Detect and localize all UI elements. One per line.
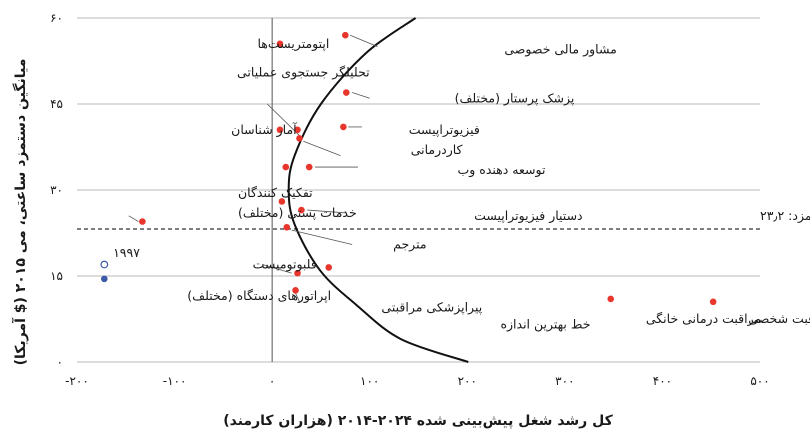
- y-tick-label-3: ۴۵: [50, 97, 63, 111]
- leader-line-9: [262, 264, 292, 274]
- leader-line-8: [291, 229, 353, 245]
- x-tick-label-6: ۴۰۰: [653, 374, 672, 388]
- leader-line-1: [266, 103, 300, 136]
- fit-curve-group: [287, 17, 469, 363]
- annotation-label-8: تفکیک کنندگان: [238, 185, 313, 200]
- annotation-label-15: اپراتورهای دستگاه (مختلف): [187, 288, 331, 304]
- leader-lines: [128, 34, 378, 302]
- gridlines: [77, 17, 760, 363]
- y-tick-label-2: ۳۰: [50, 183, 63, 197]
- annotation-label-12: مترجم: [393, 236, 426, 252]
- annotation-label-6: کاردرمانی: [411, 142, 463, 158]
- annotation-label-4: آمار شناسان: [231, 122, 297, 138]
- data-point-13: [294, 269, 301, 277]
- x-tick-label-0: -۲۰۰: [65, 374, 89, 388]
- data-point-4: [294, 126, 301, 134]
- y-tick-label-4: ۶۰: [50, 11, 63, 25]
- annotation-label-11: میانگین دستمزد: ۲۳٫۲: [760, 208, 810, 224]
- annotation-label-3: پزشک پرستار (مختلف): [455, 90, 575, 106]
- data-point-17: [709, 298, 717, 306]
- annotation-label-9: خدمات پستی (مختلف): [238, 205, 357, 220]
- data-point-5: [296, 135, 303, 142]
- x-axis-title: کل رشد شغل پیش‌بینی شده ۲۰۲۴-۲۰۱۴ (هزارا…: [223, 413, 613, 429]
- leader-line-6: [128, 215, 139, 222]
- leader-line-2: [303, 140, 341, 156]
- leader-line-10: [295, 293, 300, 302]
- data-point-16: [607, 295, 615, 303]
- x-tick-label-5: ۳۰۰: [555, 374, 574, 388]
- leader-line-0: [350, 34, 378, 48]
- data-points: [100, 31, 717, 306]
- y-tick-labels: ۰ ۱۵ ۳۰ ۴۵ ۶۰: [50, 11, 63, 369]
- y-tick-label-1: ۱۵: [50, 269, 63, 283]
- data-point-11: [283, 223, 291, 231]
- leader-line-7: [307, 209, 347, 214]
- data-point-1: [342, 31, 349, 39]
- annotation-label-14: فلبوتومیست: [253, 257, 317, 273]
- data-point-8: [305, 163, 313, 171]
- data-point-10: [298, 206, 305, 214]
- data-point-18: [101, 275, 108, 283]
- data-point-9: [278, 198, 286, 205]
- best-fit-curve: [287, 17, 469, 363]
- annotation-label-13: ۱۹۹۷: [113, 245, 140, 260]
- annotation-label-1: مشاور مالی خصوصی: [504, 42, 616, 58]
- data-point-19: [100, 260, 109, 269]
- x-tick-label-4: ۲۰۰: [458, 374, 477, 388]
- x-tick-label-3: ۱۰۰: [360, 374, 379, 388]
- annotation-label-18: دستیاران مراقبت شخصی: [748, 311, 810, 327]
- data-point-15: [292, 287, 299, 294]
- annotation-label-2: تحلیلگر جستجوی عملیاتی: [237, 64, 370, 80]
- y-tick-label-0: ۰: [57, 355, 63, 369]
- data-point-3: [276, 126, 284, 134]
- annotation-label-16: پیراپزشکی مراقبتی: [381, 300, 482, 316]
- x-tick-label-2: ۰: [269, 374, 275, 388]
- leader-line-3: [352, 92, 370, 99]
- x-tick-label-1: -۱۰۰: [163, 374, 187, 388]
- annotation-label-0: اپتومتریست‌ها: [258, 36, 330, 52]
- data-point-14: [325, 264, 333, 271]
- data-point-7: [282, 163, 290, 171]
- annotation-label-5: فیزیوتراپیست: [409, 122, 480, 138]
- annotation-label-19: خط بهترین اندازه: [500, 317, 590, 333]
- annotations: اپتومتریست‌ها مشاور مالی خصوصی تحلیلگر جست…: [113, 36, 810, 333]
- data-point-2: [342, 89, 350, 96]
- annotation-label-7: توسعه دهنده وب: [458, 162, 546, 178]
- data-point-0: [276, 40, 284, 48]
- data-point-12: [139, 218, 146, 225]
- x-tick-labels: -۲۰۰ -۱۰۰ ۰ ۱۰۰ ۲۰۰ ۳۰۰ ۴۰۰ ۵۰۰: [65, 374, 770, 388]
- annotation-label-17: مراقبت درمانی خانگی: [646, 311, 761, 327]
- annotation-label-10: دستیار فیزیوتراپیست: [474, 208, 583, 224]
- x-tick-label-7: ۵۰۰: [750, 374, 769, 388]
- data-point-6: [340, 123, 347, 131]
- y-axis-title: میانگین دستمزد ساعتی، می ۲۰۱۵ ($ آمریکا): [11, 59, 29, 366]
